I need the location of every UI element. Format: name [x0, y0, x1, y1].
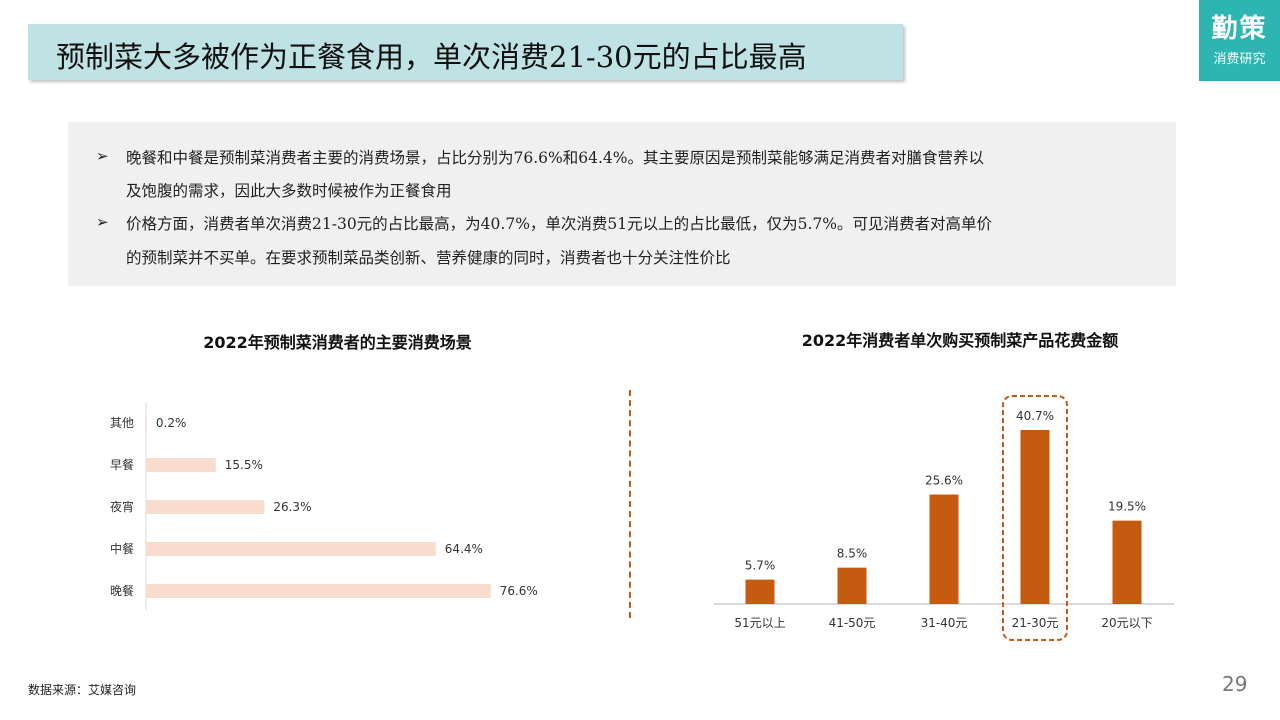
bar-1 — [146, 458, 216, 472]
bar-0 — [745, 579, 775, 604]
category-label: 中餐 — [110, 541, 134, 556]
bar-2 — [146, 500, 265, 514]
category-label: 晚餐 — [110, 583, 134, 598]
bar-0 — [146, 416, 147, 430]
summary-point-2-line-2: 的预制菜并不买单。在要求预制菜品类创新、营养健康的同时，消费者也十分关注性价比 — [126, 249, 731, 267]
data-label: 25.6% — [925, 474, 963, 488]
category-label: 20元以下 — [1101, 616, 1152, 630]
data-label: 40.7% — [1016, 409, 1054, 423]
bar-3 — [146, 542, 436, 556]
category-label: 21-30元 — [1012, 616, 1059, 630]
page-number: 29 — [1222, 672, 1248, 696]
category-label: 早餐 — [110, 457, 134, 472]
highlight-box — [1002, 395, 1068, 641]
category-label: 41-50元 — [829, 616, 876, 630]
category-label: 其他 — [110, 416, 134, 430]
data-label: 64.4% — [445, 542, 483, 556]
brand-subtitle: 消费研究 — [1213, 52, 1266, 67]
scene-bar-chart: 其他 0.2% 早餐 15.5% 夜宵 26.3% 中餐 64.4% 晚餐 76.6% — [110, 402, 538, 610]
data-label: 0.2% — [156, 416, 187, 430]
summary-point-1-line-1: 晚餐和中餐是预制菜消费者主要的消费场景，占比分别为76.6%和64.4%。其主要… — [126, 149, 984, 167]
bar-3 — [1020, 430, 1050, 604]
data-label: 26.3% — [273, 500, 311, 514]
spending-bar-chart: 5.7% 51元以上 8.5% 41-50元 25.6% 31-40元 40.7% 21-30… — [714, 395, 1174, 641]
data-label: 76.6% — [500, 584, 538, 598]
data-label: 15.5% — [225, 458, 263, 472]
data-label: 8.5% — [837, 547, 868, 561]
category-label: 31-40元 — [921, 616, 968, 630]
category-label: 51元以上 — [734, 616, 785, 630]
bar-1 — [837, 567, 867, 604]
brand-logo: 勤策 消费研究 — [1199, 0, 1280, 81]
title-bar: 预制菜大多被作为正餐食用，单次消费21-30元的占比最高 — [28, 24, 903, 80]
chart-title-spending: 2022年消费者单次购买预制菜产品花费金额 — [801, 331, 1119, 350]
bar-4 — [1112, 520, 1142, 604]
summary-box: ➢ 晚餐和中餐是预制菜消费者主要的消费场景，占比分别为76.6%和64.4%。其… — [68, 122, 1176, 286]
page-title: 预制菜大多被作为正餐食用，单次消费21-30元的占比最高 — [56, 40, 807, 74]
data-label: 5.7% — [745, 559, 776, 573]
data-label: 19.5% — [1108, 500, 1146, 514]
arrow-bullet-icon: ➢ — [96, 213, 109, 231]
summary-point-1-line-2: 及饱腹的需求，因此大多数时候被作为正餐食用 — [126, 182, 452, 200]
data-source: 数据来源：艾媒咨询 — [28, 683, 137, 697]
bar-2 — [929, 494, 959, 604]
bar-4 — [146, 584, 491, 598]
chart-title-scenes: 2022年预制菜消费者的主要消费场景 — [203, 333, 472, 352]
category-label: 夜宵 — [110, 499, 134, 514]
arrow-bullet-icon: ➢ — [96, 147, 109, 165]
brand-name: 勤策 — [1211, 14, 1268, 44]
chart-divider — [629, 390, 631, 618]
summary-point-2-line-1: 价格方面，消费者单次消费21-30元的占比最高，为40.7%，单次消费51元以上… — [126, 215, 993, 233]
